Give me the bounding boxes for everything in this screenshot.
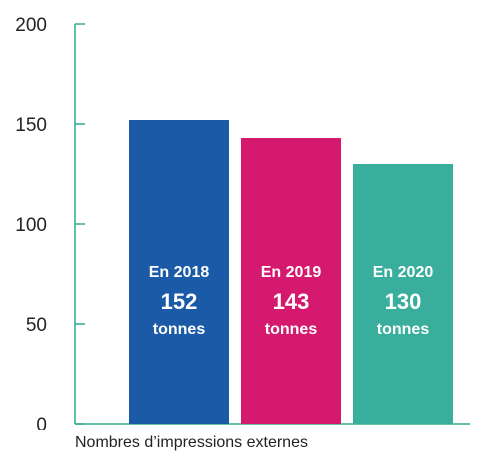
bar-unit-label: tonnes — [265, 321, 318, 338]
bar-category-label: En 2018 — [149, 264, 210, 281]
bar-value-label: 152 — [161, 289, 198, 314]
bar-category-label: En 2020 — [373, 264, 434, 281]
y-tick-label: 0 — [36, 415, 47, 430]
y-tick-label: 50 — [26, 315, 47, 336]
bar-unit-label: tonnes — [377, 321, 430, 338]
bar-chart: 0 50 100 150 200 En 2018 152 tonnes En 2019 143 t… — [15, 15, 470, 430]
bars: En 2018 152 tonnes En 2019 143 tonnes En 2020 1… — [129, 120, 453, 424]
bar-value-label: 143 — [273, 289, 310, 314]
x-axis-title: Nombres d’impressions externes — [75, 434, 308, 451]
bar-value-label: 130 — [385, 289, 422, 314]
y-tick-label: 150 — [15, 115, 47, 136]
bar-unit-label: tonnes — [153, 321, 206, 338]
bar — [241, 138, 341, 424]
bar-category-label: En 2019 — [261, 264, 322, 281]
y-tick-label: 200 — [15, 15, 47, 36]
y-tick-label: 100 — [15, 215, 47, 236]
bar — [129, 120, 229, 424]
bar — [353, 164, 453, 424]
